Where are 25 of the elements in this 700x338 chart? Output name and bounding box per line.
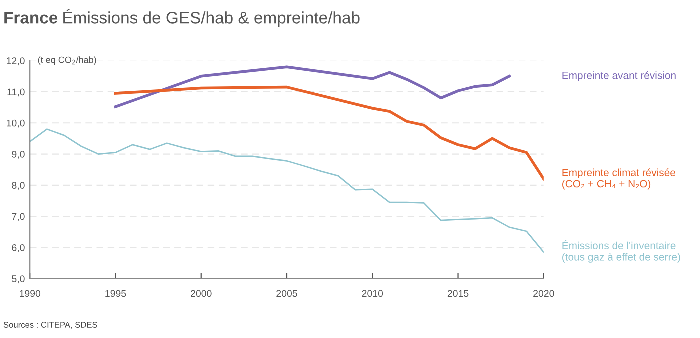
x-tick-label: 2005 [276, 290, 298, 298]
line-series [114, 86, 544, 181]
x-tick-label: 1990 [20, 290, 41, 298]
x-tick-label: 2020 [534, 290, 554, 298]
y-tick-label: 7,0 [12, 213, 25, 222]
series-label: Émissions de l'inventaire (tous gaz à effet de serre) [562, 240, 680, 263]
y-tick-label: 5,0 [12, 276, 25, 284]
y-tick-label: 11,0 [8, 88, 25, 97]
source-note: Sources : CITEPA, SDES [4, 322, 98, 329]
chart-title: France [4, 12, 58, 24]
text: Empreinte avant révision [562, 71, 676, 82]
x-tick-label: 2015 [448, 290, 469, 298]
y-tick-label: 9,0 [12, 151, 25, 160]
y-tick-label: 10,0 [7, 120, 25, 128]
x-tick-label: 1995 [106, 290, 126, 298]
y-tick-label: 12,0 [7, 58, 25, 66]
y-tick-label: 8,0 [12, 182, 25, 190]
x-tick-label: 2000 [191, 290, 212, 298]
line-series [30, 128, 544, 254]
y-axis-title: (t eq CO$_{2}$/hab) [38, 56, 96, 66]
chart-subtitle: Émissions de GES/hab & empreinte/hab [64, 9, 360, 28]
series-label: Empreinte climat révisée (CO₂ + CH₄ + N₂O) [562, 168, 676, 190]
line-series [114, 66, 512, 108]
x-tick-label: 2010 [362, 290, 384, 298]
y-tick-label: 6,0 [12, 244, 25, 252]
